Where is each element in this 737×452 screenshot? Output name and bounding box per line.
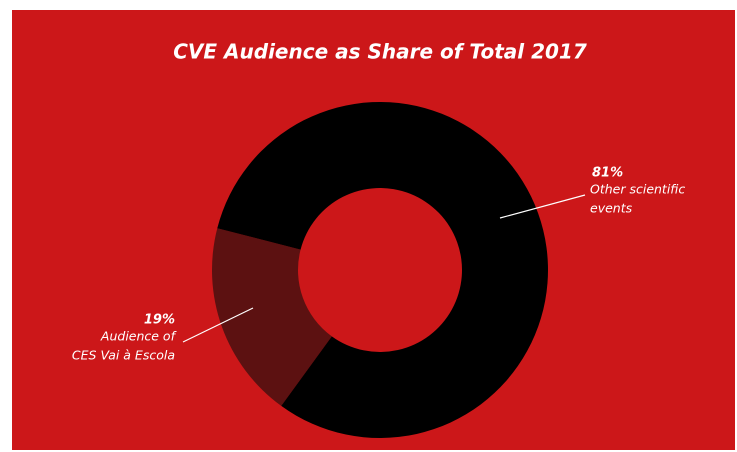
value-label: 19% [144,313,175,328]
value-label: 81% [592,166,623,181]
category-label: events [590,201,633,216]
category-label: CES Vai à Escola [72,348,175,363]
category-label: Audience of [100,329,177,344]
donut-slice [217,102,549,439]
leader-line [499,194,586,219]
leader-line [182,307,254,343]
chart-title: CVE Audience as Share of Total 2017 [173,40,587,64]
donut-slice [211,228,332,406]
category-label: Other scientific [590,182,685,197]
